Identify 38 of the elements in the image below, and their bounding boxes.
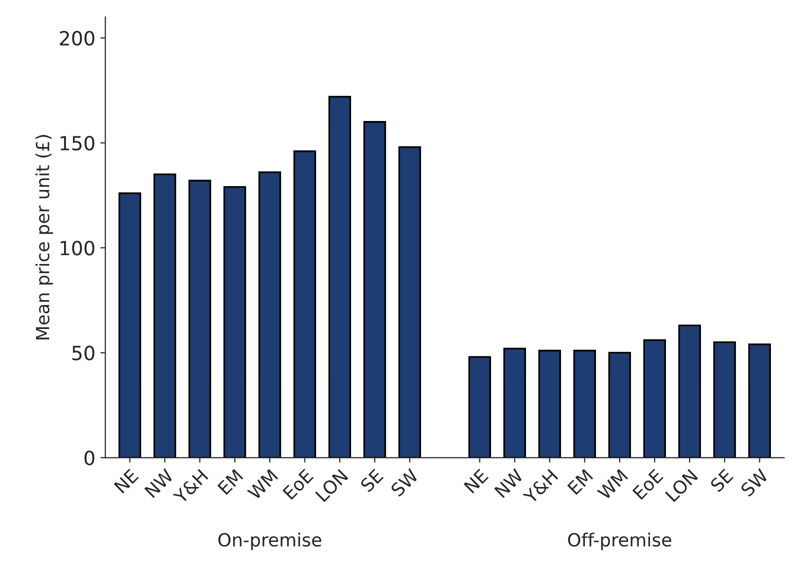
bar <box>643 339 666 458</box>
bar <box>573 350 596 458</box>
x-tick-label: SW <box>390 468 420 498</box>
x-tick-label: WM <box>596 469 628 500</box>
x-tick-label: SE <box>360 468 384 493</box>
bar <box>188 180 212 458</box>
x-tick-label: NW <box>144 468 174 498</box>
x-tick-label: NW <box>494 468 524 498</box>
y-tick-label: 50 <box>72 346 94 360</box>
x-tick-label: WM <box>246 469 278 500</box>
bar <box>153 174 176 458</box>
y-tick-label: 0 <box>84 450 94 466</box>
bar <box>678 324 701 458</box>
x-tick-label: NE <box>114 468 139 494</box>
text: On-premise <box>218 532 322 550</box>
bar <box>293 150 316 458</box>
bar <box>363 121 386 458</box>
bar <box>223 186 246 458</box>
bar <box>503 348 526 458</box>
bar <box>328 96 352 458</box>
y-tick-label: 150 <box>60 136 94 151</box>
y-tick-label: 200 <box>60 30 94 46</box>
y-axis-title: Mean price per unit (£) <box>35 135 53 340</box>
bar <box>258 171 282 458</box>
bar <box>538 350 561 458</box>
x-tick-label: SW <box>740 468 770 498</box>
x-tick-label: NE <box>464 468 489 494</box>
bar <box>468 356 492 458</box>
x-tick-label: EM <box>217 469 244 495</box>
bar <box>118 192 142 458</box>
x-tick-label: SE <box>709 468 734 493</box>
bar <box>608 352 631 458</box>
x-tick-label: EM <box>567 469 594 495</box>
text: Off-premise <box>568 532 672 550</box>
bar <box>398 146 422 458</box>
bar <box>713 341 736 458</box>
y-tick-label: 100 <box>60 240 94 256</box>
bar <box>748 343 771 458</box>
